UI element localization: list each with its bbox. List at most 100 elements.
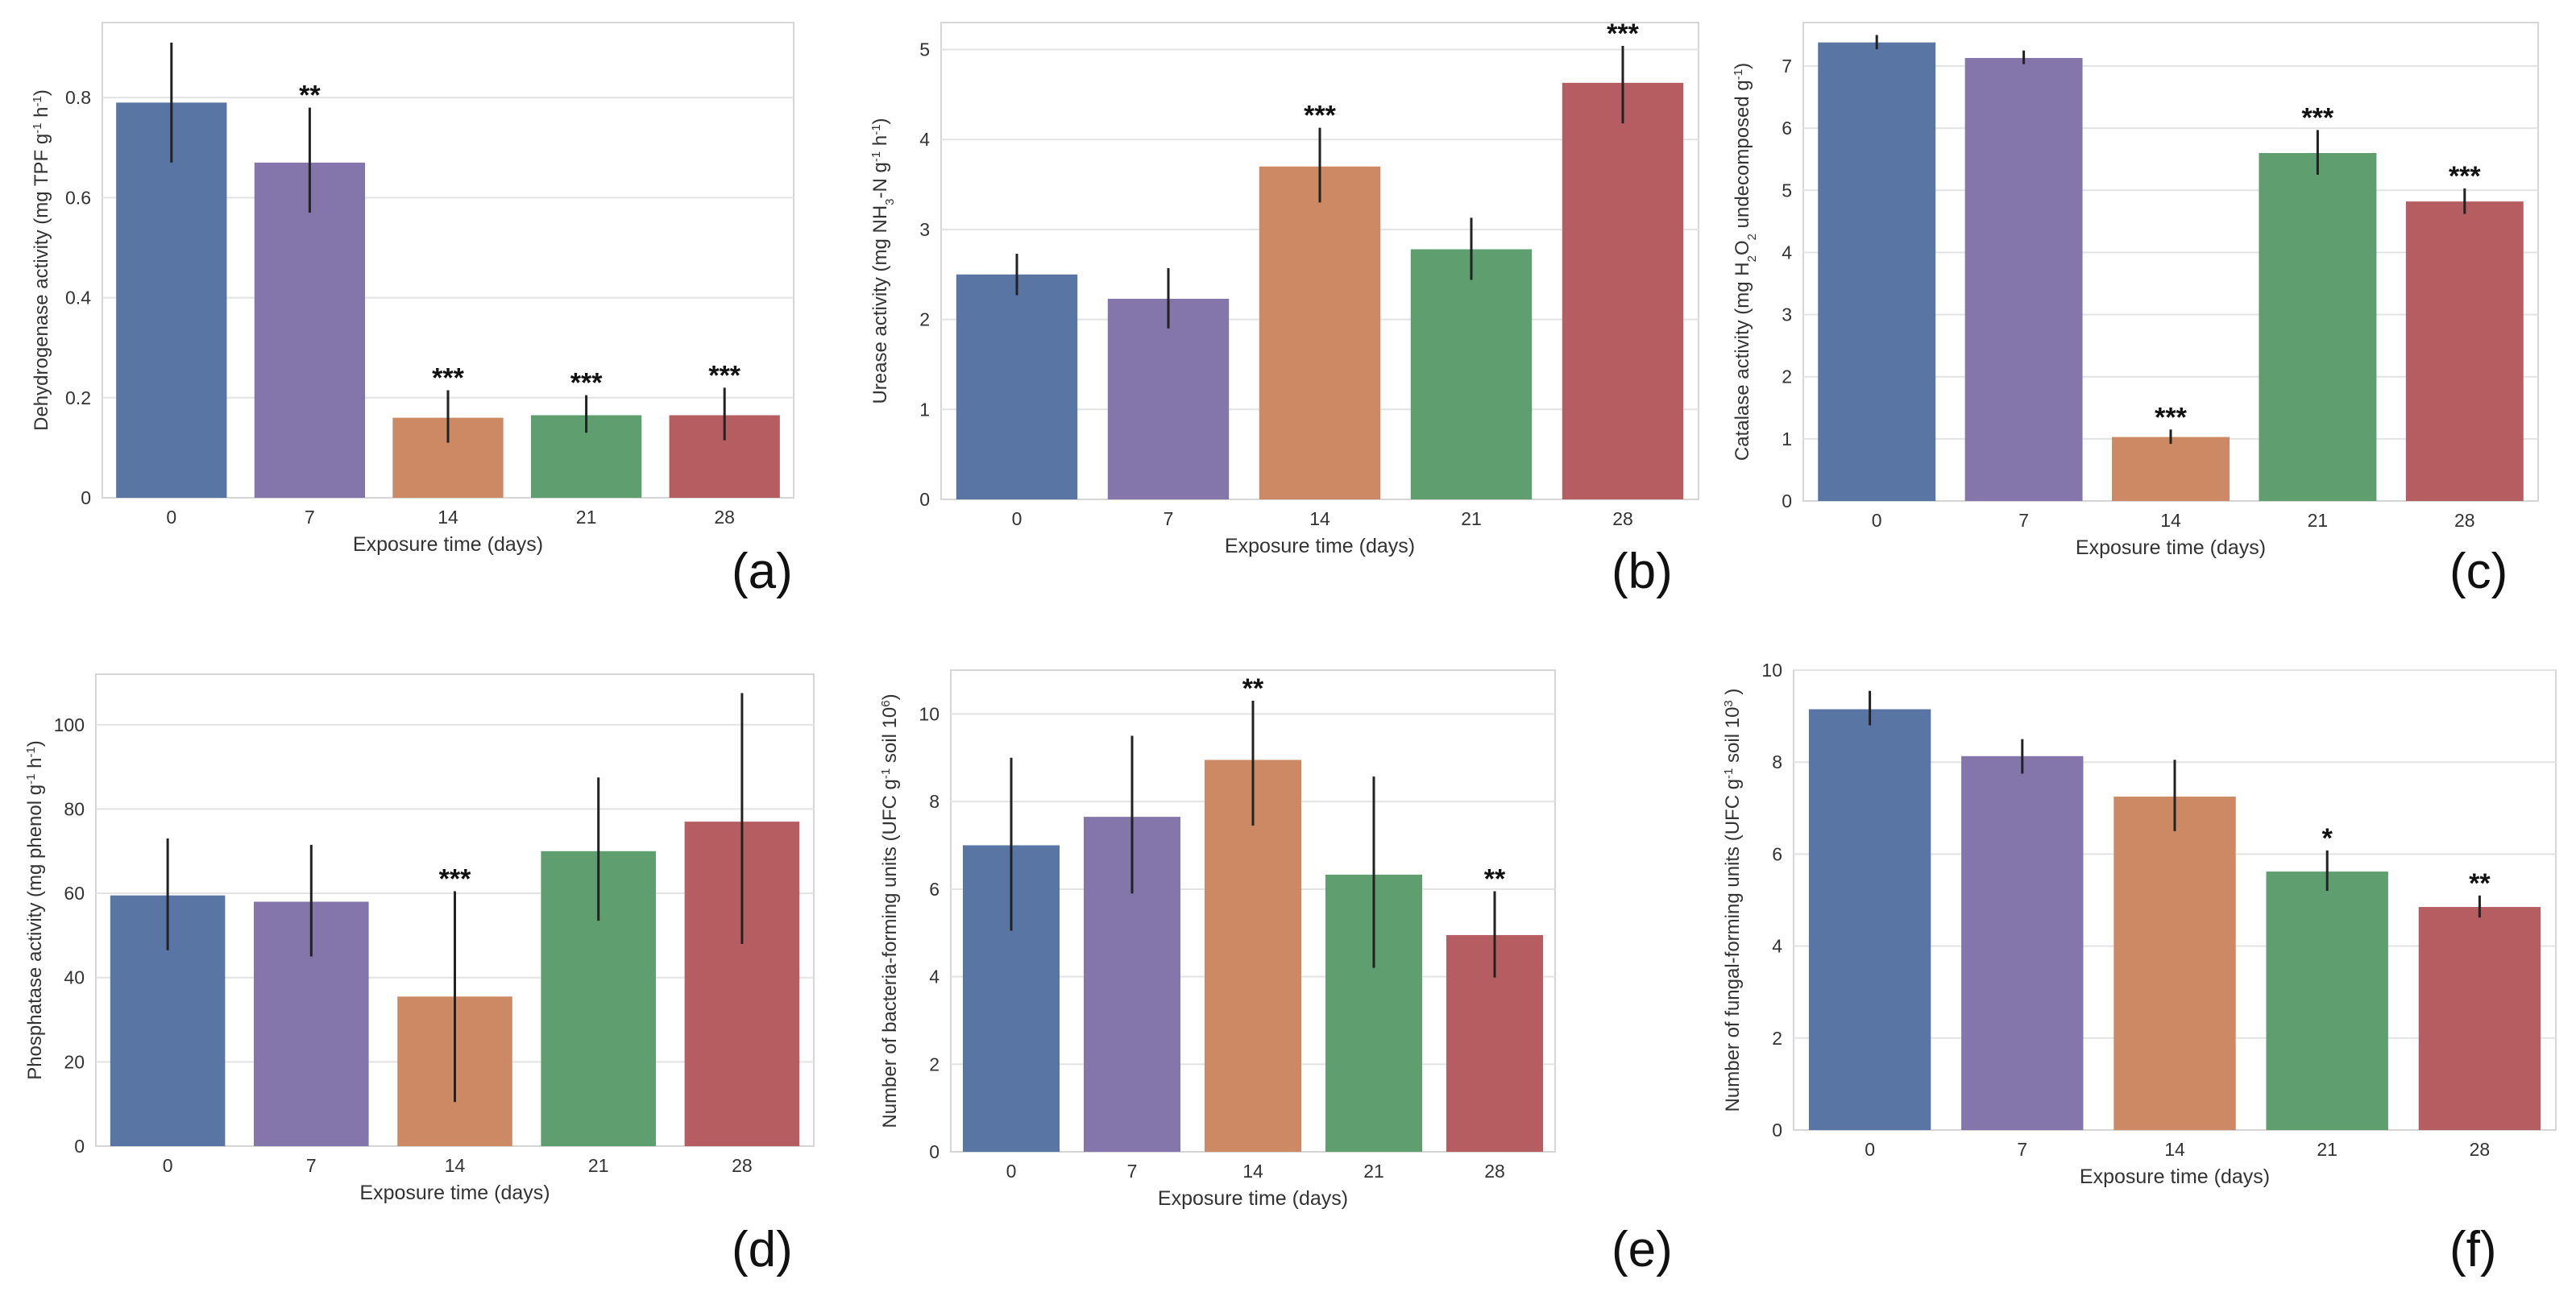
y-tick-label: 0 xyxy=(81,487,91,508)
significance-marker: *** xyxy=(432,362,464,393)
x-tick-label: 14 xyxy=(438,507,458,528)
panel-label: (e) xyxy=(1612,1222,1673,1277)
y-axis-label: Number of fungal-forming units (UFC g-1 … xyxy=(1722,689,1744,1112)
y-tick-label: 2 xyxy=(1782,366,1792,387)
y-axis-label-part: -1 xyxy=(24,747,38,757)
y-axis-label-part: ) xyxy=(869,118,891,124)
y-tick-label: 100 xyxy=(54,714,85,735)
y-tick-label: 20 xyxy=(64,1051,85,1072)
x-tick-label: 28 xyxy=(732,1155,753,1176)
y-axis-label-part: ) xyxy=(1722,689,1744,701)
y-axis-label-part: 3 xyxy=(1722,700,1736,706)
significance-marker: *** xyxy=(1304,101,1336,131)
bar-14 xyxy=(2113,797,2236,1130)
x-tick-label: 21 xyxy=(1363,1161,1384,1182)
bar-28 xyxy=(1562,82,1684,499)
x-axis-label: Exposure time (days) xyxy=(353,533,543,556)
y-tick-label: 6 xyxy=(1772,843,1782,864)
y-axis-label-part: ) xyxy=(31,89,52,96)
y-axis-label-part: Phosphatase activity (mg phenol g xyxy=(24,785,46,1080)
y-axis-label-part: O xyxy=(1732,240,1753,255)
y-tick-label: 0.2 xyxy=(65,387,91,408)
y-tick-label: 8 xyxy=(1772,751,1782,772)
x-tick-label: 7 xyxy=(305,507,315,528)
y-axis-label-part: h xyxy=(24,758,46,774)
bar-21 xyxy=(2266,871,2388,1130)
significance-marker: *** xyxy=(439,863,471,894)
y-axis-label-part: Number of fungal-forming units (UFC g xyxy=(1722,779,1744,1112)
y-tick-label: 0 xyxy=(74,1136,85,1157)
bar-28 xyxy=(2418,907,2541,1130)
y-axis-label-part: 3 xyxy=(883,198,897,205)
y-tick-label: 5 xyxy=(919,39,930,60)
significance-marker: * xyxy=(2322,823,2333,854)
y-axis-label: Dehydrogenase activity (mg TPF g-1 h-1) xyxy=(31,89,53,431)
y-axis-label-part: Urease activity (mg NH xyxy=(869,205,891,404)
significance-marker: ** xyxy=(2469,868,2491,899)
chart-panel-e: 0 2 4 6 8 10 0 7 ** 14 21 ** 28 Exposure time (days) N… xyxy=(879,669,1673,1277)
y-tick-label: 80 xyxy=(64,798,85,819)
significance-marker: *** xyxy=(708,360,740,391)
x-tick-label: 7 xyxy=(306,1155,317,1176)
bar-0 xyxy=(956,274,1078,499)
y-axis-label-part: ) xyxy=(24,740,46,747)
y-tick-label: 6 xyxy=(1782,118,1792,139)
y-axis-label-part: -1 xyxy=(879,768,893,779)
y-tick-label: 0 xyxy=(919,489,930,510)
y-axis-label-part: undecomposed g xyxy=(1732,80,1753,234)
x-tick-label: 14 xyxy=(1309,508,1330,529)
y-tick-label: 1 xyxy=(919,399,930,420)
y-axis-label-part: -N g xyxy=(869,162,891,198)
y-axis-label-part: Dehydrogenase activity (mg TPF g xyxy=(31,134,52,431)
significance-marker: *** xyxy=(2449,161,2481,192)
significance-marker: ** xyxy=(1484,864,1506,895)
panel-label: (f) xyxy=(2449,1222,2497,1277)
x-tick-label: 14 xyxy=(1242,1161,1263,1182)
chart-panel-d: 0 20 40 60 80 100 0 7 *** 14 21 28 Exposure time (da… xyxy=(24,673,815,1277)
significance-marker: *** xyxy=(2155,402,2187,433)
y-axis-label-part: -1 xyxy=(869,124,883,135)
y-axis-label-part: -1 xyxy=(31,96,44,106)
y-tick-label: 10 xyxy=(919,703,940,724)
x-axis-label: Exposure time (days) xyxy=(1225,535,1415,557)
x-tick-label: 0 xyxy=(1012,508,1023,529)
x-tick-label: 21 xyxy=(588,1155,609,1176)
x-tick-label: 21 xyxy=(1461,508,1482,529)
y-tick-label: 0.4 xyxy=(65,288,91,308)
x-tick-label: 7 xyxy=(2017,1139,2027,1160)
bar-21 xyxy=(1410,249,1533,499)
x-tick-label: 21 xyxy=(576,507,597,528)
panel-label: (d) xyxy=(732,1222,793,1277)
y-tick-label: 0.6 xyxy=(65,187,91,208)
x-tick-label: 21 xyxy=(2308,510,2329,531)
y-tick-label: 2 xyxy=(919,309,930,330)
x-tick-label: 0 xyxy=(1006,1161,1017,1182)
y-tick-label: 7 xyxy=(1782,56,1792,77)
x-axis-label: Exposure time (days) xyxy=(1158,1187,1348,1210)
y-tick-label: 0 xyxy=(929,1141,940,1162)
bar-7 xyxy=(1107,298,1230,499)
x-tick-label: 14 xyxy=(2160,510,2181,531)
x-tick-label: 0 xyxy=(166,507,176,528)
y-tick-label: 2 xyxy=(1772,1028,1782,1049)
y-axis-label-part: 6 xyxy=(879,700,893,706)
significance-marker: ** xyxy=(299,81,321,111)
y-tick-label: 10 xyxy=(1761,660,1782,681)
y-axis-label-part: h xyxy=(31,106,52,122)
y-axis-label-part: h xyxy=(869,135,891,151)
chart-panel-c: 0 1 2 3 4 5 6 7 0 7 *** 14 *** 21 *** 28 Exposure time (… xyxy=(1732,22,2539,599)
x-tick-label: 28 xyxy=(1612,508,1633,529)
y-axis-label: Catalase activity (mg H2O2 undecomposed … xyxy=(1732,63,1759,461)
x-tick-label: 28 xyxy=(2454,510,2475,531)
bar-0 xyxy=(1808,709,1931,1130)
x-axis-label: Exposure time (days) xyxy=(2080,1165,2270,1188)
bar-21 xyxy=(2259,153,2377,501)
y-axis-label-part: -1 xyxy=(31,122,44,133)
significance-marker: ** xyxy=(1242,673,1264,704)
y-tick-label: 4 xyxy=(1782,242,1792,263)
y-tick-label: 60 xyxy=(64,883,85,904)
x-axis-label: Exposure time (days) xyxy=(359,1182,550,1204)
x-tick-label: 28 xyxy=(2470,1139,2491,1160)
x-tick-label: 0 xyxy=(1865,1139,1875,1160)
y-axis-label-part: soil 10 xyxy=(1722,707,1744,768)
